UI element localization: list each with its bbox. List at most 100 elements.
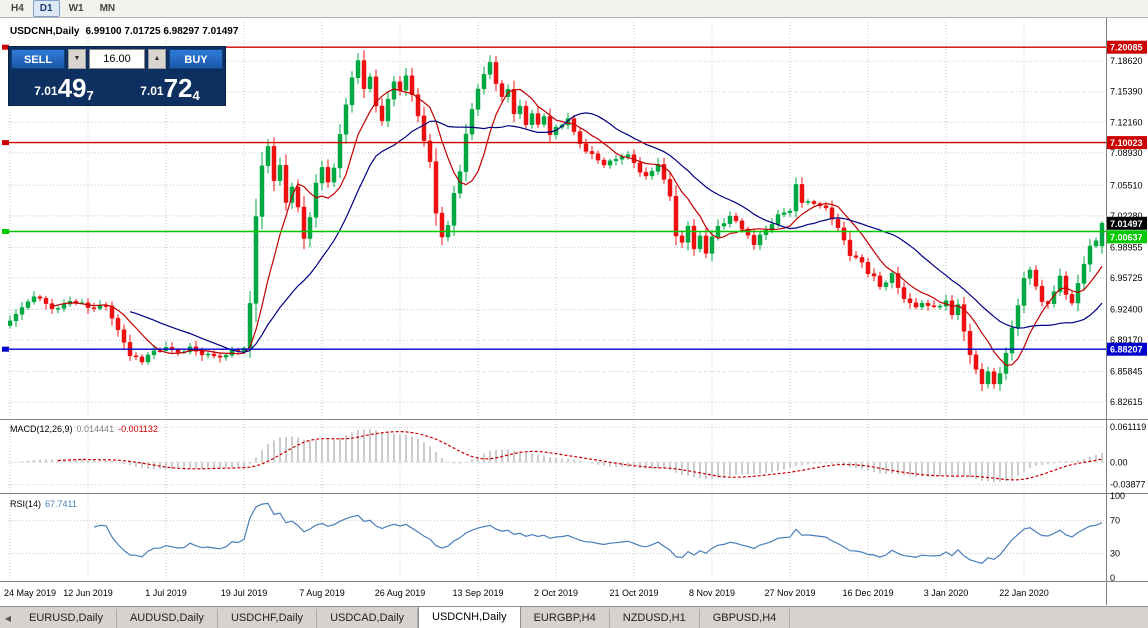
price-box-bg (1107, 342, 1147, 356)
panel-borders (0, 18, 1148, 605)
price-axis: 7.18620 7.15390 7.12160 7.08930 7.05510 7.022… (4, 56, 1146, 598)
buy-price-small: 7.01 (140, 84, 164, 98)
volume-down-button[interactable]: ▼ (68, 49, 86, 69)
price-box-bg (1107, 40, 1147, 54)
price-tick-label: 7.12160 (1110, 117, 1143, 127)
price-tick-label: 6.98955 (1110, 242, 1143, 252)
date-tick-label: 1 Jul 2019 (145, 588, 187, 598)
price-box-bg (1107, 216, 1147, 230)
grid-lines (8, 22, 1106, 580)
date-tick-label: 16 Dec 2019 (842, 588, 893, 598)
date-tick-label: 3 Jan 2020 (924, 588, 969, 598)
price-box-bg (1107, 136, 1147, 150)
sell-price[interactable]: 7.01 49 7 (11, 69, 117, 103)
timeframe-button-d1[interactable]: D1 (32, 0, 60, 17)
chart-tab-eurgbp[interactable]: EURGBP,H4 (521, 609, 610, 628)
chart-tab-gbpusd[interactable]: GBPUSD,H4 (700, 609, 791, 628)
price-tick-label: 7.05510 (1110, 180, 1143, 190)
price-tick-label: 6.95725 (1110, 273, 1143, 283)
price-box-label: 7.20085 (1110, 43, 1143, 53)
price-tick-label: 6.82615 (1110, 397, 1143, 407)
macd-indicator-label: MACD(12,26,9) 0.014441 -0.001132 (10, 424, 158, 434)
level-line-marker (2, 229, 9, 234)
date-tick-label: 19 Jul 2019 (221, 588, 268, 598)
macd-signal-value: -0.001132 (118, 424, 158, 434)
price-tick-label: 6.85845 (1110, 367, 1143, 377)
volume-input[interactable] (89, 49, 145, 69)
rsi-name: RSI(14) (10, 499, 42, 509)
timeframe-button-w1[interactable]: W1 (68, 3, 84, 14)
price-tick-label: 7.08930 (1110, 148, 1143, 158)
rsi-indicator-label: RSI(14) 67.7411 (10, 499, 77, 509)
volume-up-button[interactable]: ▲ (148, 49, 166, 69)
level-lines (2, 44, 1106, 352)
chart-tab-eurusd[interactable]: EURUSD,Daily (16, 609, 117, 628)
macd-tick-label: -0.03877 (1110, 480, 1146, 490)
tab-scroll-left-icon[interactable]: ◀ (4, 614, 12, 623)
timeframe-button-h4[interactable]: H4 (11, 3, 24, 14)
macd-value: 0.014441 (76, 424, 115, 434)
price-level-box: 7.20085 (1107, 40, 1147, 54)
chart-tab-usdcnh[interactable]: USDCNH,Daily (418, 606, 521, 628)
date-tick-label: 21 Oct 2019 (609, 588, 658, 598)
buy-price[interactable]: 7.01 72 4 (117, 69, 223, 103)
buy-price-sup: 4 (192, 88, 200, 103)
price-box-label: 6.88207 (1110, 345, 1143, 355)
sell-price-big: 49 (57, 73, 87, 103)
macd-panel (15, 428, 1103, 483)
macd-tick-label: 0.00 (1110, 457, 1128, 467)
chart-tab-audusd[interactable]: AUDUSD,Daily (117, 609, 218, 628)
price-box-label: 7.10023 (1110, 138, 1143, 148)
rsi-tick-label: 30 (1110, 548, 1120, 558)
chart-tab-usdcad[interactable]: USDCAD,Daily (317, 609, 419, 628)
price-box-label: 7.01497 (1110, 219, 1143, 229)
date-tick-label: 26 Aug 2019 (375, 588, 426, 598)
price-level-box: 7.00637 (1107, 230, 1147, 244)
price-tick-label: 7.02280 (1110, 211, 1143, 221)
macd-name: MACD(12,26,9) (10, 424, 73, 434)
price-tick-label: 6.92400 (1110, 305, 1143, 315)
price-box-bg (1107, 230, 1147, 244)
rsi-tick-label: 100 (1110, 491, 1125, 501)
price-tick-label: 7.15390 (1110, 87, 1143, 97)
rsi-line (93, 502, 1103, 564)
date-tick-label: 13 Sep 2019 (452, 588, 503, 598)
sell-price-sup: 7 (86, 88, 94, 103)
date-tick-label: 27 Nov 2019 (764, 588, 815, 598)
ohlc-values: 6.99100 7.01725 6.98297 7.01497 (85, 26, 239, 37)
symbol-period-label: USDCNH,Daily (10, 26, 80, 37)
price-tick-label: 6.89170 (1110, 335, 1143, 345)
bull-bodies (8, 60, 1105, 385)
chart-title: USDCNH,Daily 6.99100 7.01725 6.98297 7.01… (10, 26, 238, 37)
date-tick-label: 2 Oct 2019 (534, 588, 578, 598)
level-line-marker (2, 44, 9, 50)
price-level-box: 6.88207 (1107, 342, 1147, 356)
chart-tab-bar: ◀ EURUSD,Daily AUDUSD,Daily USDCHF,Daily US… (0, 606, 1148, 628)
date-tick-label: 12 Jun 2019 (63, 588, 113, 598)
rsi-tick-label: 0 (1110, 573, 1115, 583)
candlesticks (8, 50, 1105, 391)
ma-slow-line (129, 112, 1103, 353)
ma-fast-line (51, 88, 1103, 366)
macd-tick-label: 0.061119 (1110, 422, 1146, 432)
buy-price-big: 72 (163, 73, 193, 103)
level-line-marker (2, 140, 9, 146)
level-line-marker (2, 346, 9, 352)
price-box-label: 7.00637 (1110, 232, 1143, 242)
sell-button[interactable]: SELL (11, 49, 65, 69)
rsi-tick-label: 70 (1110, 516, 1120, 526)
price-level-box: 7.10023 (1107, 136, 1147, 150)
date-tick-label: 8 Nov 2019 (689, 588, 735, 598)
chart-tab-nzdusd[interactable]: NZDUSD,H1 (610, 609, 700, 628)
buy-button[interactable]: BUY (169, 49, 223, 69)
timeframe-button-mn[interactable]: MN (99, 3, 116, 14)
price-level-box: 7.01497 (1107, 216, 1147, 230)
date-tick-label: 24 May 2019 (4, 588, 56, 598)
rsi-panel (93, 502, 1103, 564)
sell-price-small: 7.01 (34, 84, 58, 98)
macd-signal-line (57, 430, 1103, 481)
timeframe-toolbar: H4 D1 W1 MN (0, 0, 1148, 18)
date-tick-label: 22 Jan 2020 (999, 588, 1049, 598)
chart-tab-usdchf[interactable]: USDCHF,Daily (218, 609, 318, 628)
